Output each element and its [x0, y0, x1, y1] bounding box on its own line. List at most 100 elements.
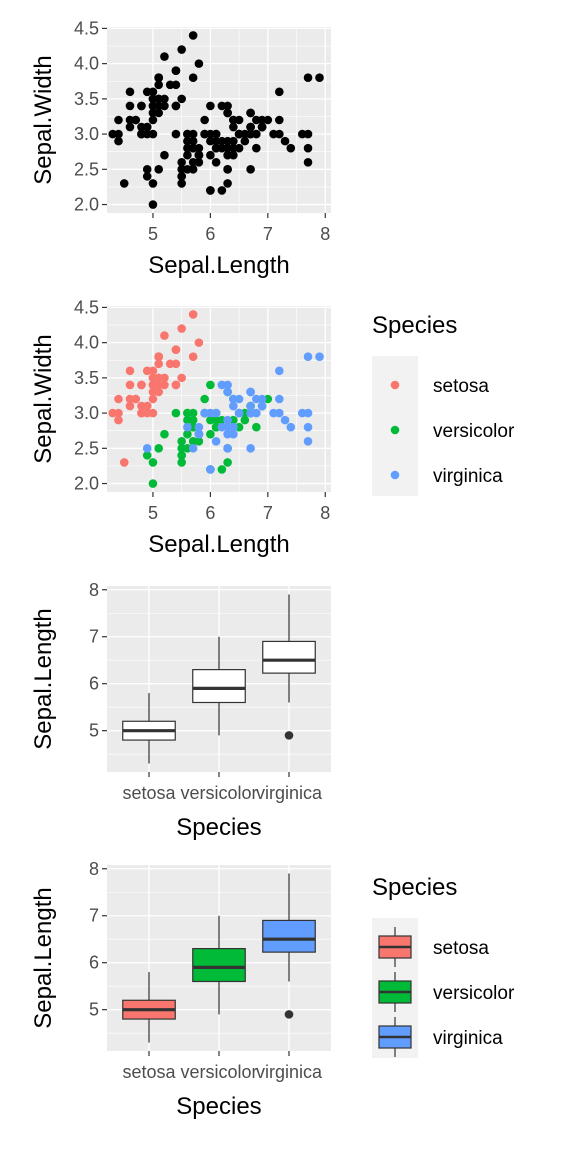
point-virginica	[142, 444, 152, 453]
point-versicolor	[148, 458, 158, 467]
data-point	[194, 59, 204, 68]
point-setosa	[165, 359, 175, 369]
data-point	[223, 143, 232, 153]
data-point	[194, 150, 204, 160]
data-point	[217, 186, 227, 195]
point-versicolor	[177, 444, 186, 453]
point-setosa	[148, 394, 158, 404]
legend-2	[372, 356, 418, 496]
point-setosa	[171, 380, 181, 390]
data-point	[229, 115, 238, 125]
box-panel-4	[102, 865, 331, 1056]
point-virginica	[223, 387, 232, 397]
point-setosa	[160, 331, 169, 340]
data-point	[275, 87, 284, 97]
y-tick-label: 8	[89, 580, 99, 600]
y-tick-label: 3.5	[74, 89, 99, 109]
legend-key-virginica	[390, 470, 400, 480]
data-point	[148, 200, 158, 209]
point-virginica	[303, 352, 313, 362]
point-versicolor	[200, 394, 209, 404]
legend-label: virginica	[433, 466, 503, 487]
y-tick-label: 4.0	[74, 54, 99, 74]
point-versicolor	[206, 380, 215, 390]
data-point	[275, 129, 284, 139]
point-setosa	[125, 366, 135, 376]
data-point	[142, 122, 152, 132]
box-versicolor	[192, 948, 246, 983]
panel-background	[107, 27, 331, 213]
y-tick-label: 4.0	[74, 333, 99, 353]
data-point	[114, 136, 123, 146]
data-point	[257, 122, 267, 132]
point-setosa	[125, 401, 135, 411]
data-point	[148, 115, 158, 125]
data-point	[206, 186, 215, 195]
data-point	[183, 143, 192, 153]
legend-4	[372, 918, 418, 1058]
box-virginica	[262, 640, 316, 674]
point-versicolor	[171, 408, 181, 418]
point-versicolor	[177, 436, 186, 446]
x-tick-label: 8	[320, 503, 330, 523]
point-virginica	[188, 444, 198, 453]
y-axis-title: Sepal.Length	[30, 608, 57, 749]
point-versicolor	[148, 479, 158, 488]
data-point	[177, 157, 186, 167]
point-virginica	[223, 415, 232, 425]
point-virginica	[246, 401, 255, 411]
point-versicolor	[252, 422, 261, 432]
data-point	[148, 94, 158, 104]
data-point	[188, 31, 198, 40]
point-setosa	[114, 394, 123, 404]
point-setosa	[154, 380, 163, 390]
data-point	[148, 129, 158, 139]
data-point	[154, 73, 163, 83]
point-setosa	[148, 408, 158, 418]
data-point	[252, 115, 261, 125]
data-point	[240, 136, 250, 146]
scatter-panel-2	[102, 306, 331, 497]
data-point	[188, 136, 198, 146]
point-virginica	[194, 429, 204, 439]
point-virginica	[275, 408, 284, 418]
outlier-point	[284, 1010, 294, 1019]
outlier-point	[284, 731, 294, 740]
box-versicolor	[192, 669, 246, 704]
x-tick-label: 6	[205, 503, 215, 523]
point-setosa	[125, 394, 135, 404]
x-tick-label: 7	[263, 503, 273, 523]
y-tick-label: 3.5	[74, 368, 99, 388]
point-virginica	[303, 408, 313, 418]
x-tick-label: 5	[148, 503, 158, 523]
data-point	[303, 143, 313, 153]
point-versicolor	[194, 436, 204, 446]
point-versicolor	[217, 465, 227, 474]
point-virginica	[211, 436, 221, 446]
point-setosa	[142, 401, 152, 411]
data-point	[206, 150, 215, 160]
data-point	[114, 129, 123, 139]
x-tick-label: 6	[205, 224, 215, 244]
data-point	[165, 80, 175, 90]
y-tick-label: 4.5	[74, 297, 99, 317]
data-point	[160, 94, 169, 104]
data-point	[206, 136, 215, 146]
point-versicolor	[177, 458, 186, 467]
point-setosa	[114, 408, 123, 418]
point-setosa	[114, 415, 123, 425]
y-tick-label: 2.0	[74, 474, 99, 494]
data-point	[275, 115, 284, 125]
point-versicolor	[240, 415, 250, 425]
data-point	[246, 165, 255, 174]
x-tick-label: 8	[320, 224, 330, 244]
point-versicolor	[188, 415, 198, 425]
y-tick-label: 5	[89, 1000, 99, 1020]
data-point	[246, 129, 255, 139]
data-point	[188, 165, 198, 174]
data-point	[280, 136, 290, 146]
point-virginica	[246, 387, 255, 397]
point-versicolor	[188, 408, 198, 418]
legend-label: setosa	[433, 938, 489, 959]
